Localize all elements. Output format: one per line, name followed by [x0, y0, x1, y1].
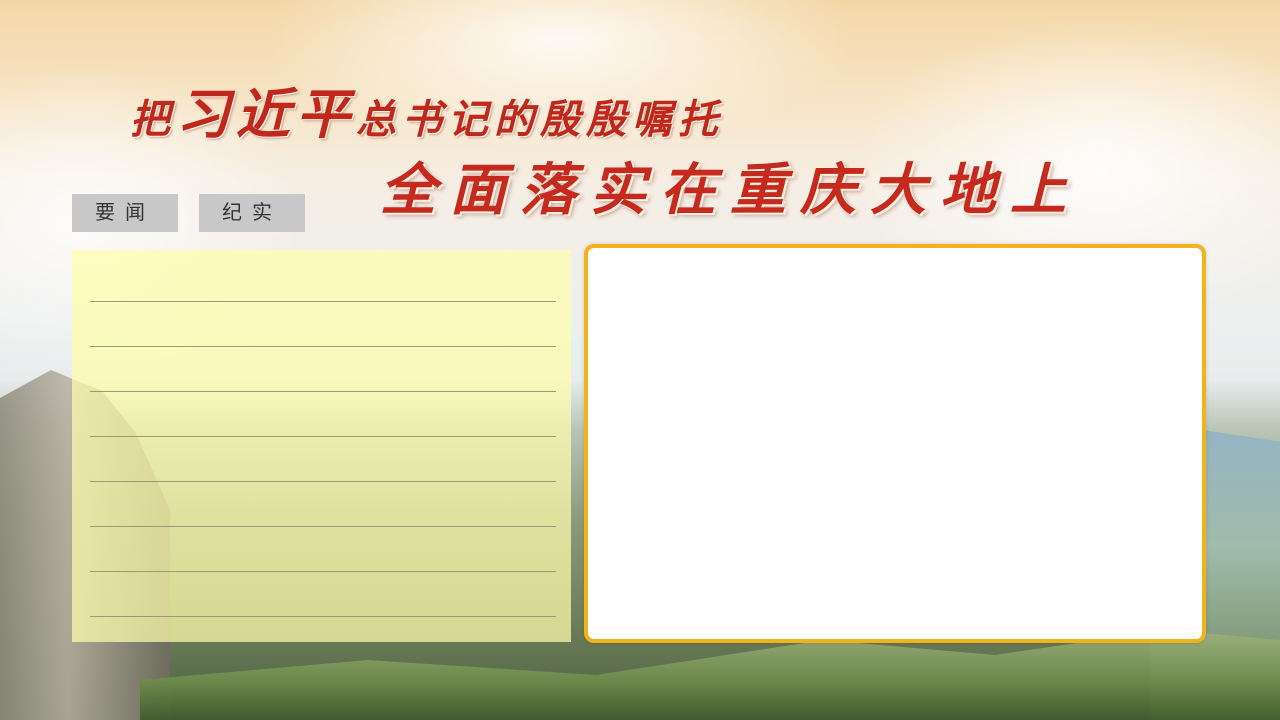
- headline-line-1: 把习近平总书记的殷殷嘱托: [130, 70, 724, 146]
- ruled-line: [90, 481, 556, 482]
- ruled-line: [90, 571, 556, 572]
- ruled-line: [90, 526, 556, 527]
- notes-panel: [72, 250, 571, 642]
- headline-suffix: 总书记的殷殷嘱托: [356, 96, 724, 143]
- ruled-line: [90, 436, 556, 437]
- headline-line-2: 全面落实在重庆大地上: [380, 157, 1080, 223]
- ruled-line: [90, 616, 556, 617]
- photo-placeholder-frame[interactable]: [584, 244, 1206, 643]
- tab-news[interactable]: 要闻: [72, 194, 178, 232]
- headline-prefix: 把: [130, 96, 176, 143]
- ruled-line: [90, 301, 556, 302]
- ruled-line: [90, 346, 556, 347]
- tab-record[interactable]: 纪实: [199, 194, 305, 232]
- headline-name: 习近平: [176, 82, 356, 146]
- ruled-line: [90, 391, 556, 392]
